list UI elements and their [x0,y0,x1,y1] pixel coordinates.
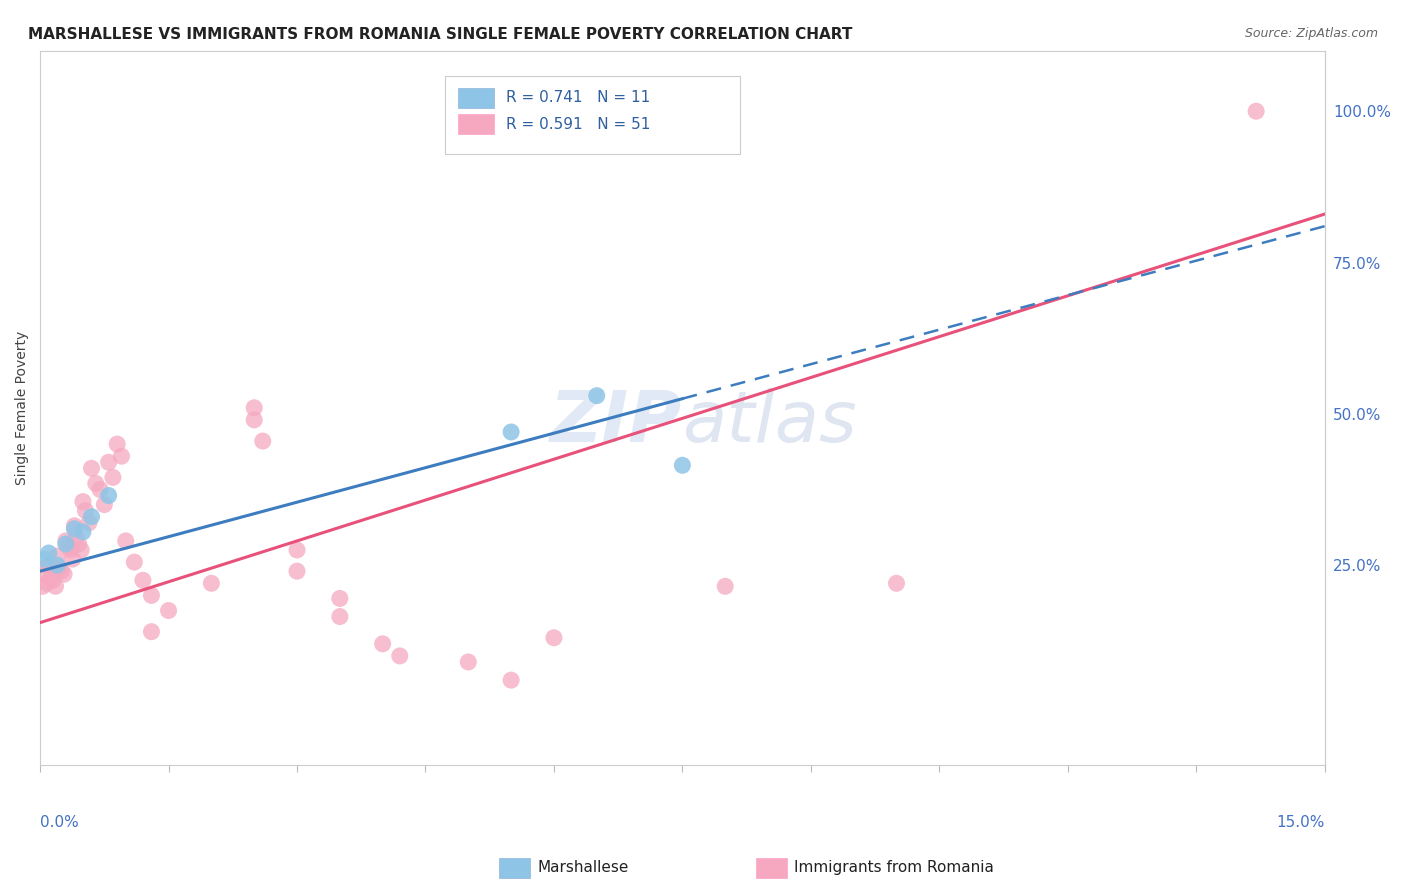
Text: R = 0.741   N = 11: R = 0.741 N = 11 [506,89,651,104]
Point [97,455,120,469]
Point [97,489,120,503]
Point [105,437,128,451]
Point [62,552,84,566]
Point [501,673,523,687]
Point [1244,104,1267,119]
Point [285,564,308,578]
Point [48,561,70,575]
Point [34,567,56,582]
Point [44,579,66,593]
Point [84,476,107,491]
Point [51,564,73,578]
Point [93,498,115,512]
Point [114,533,136,548]
Text: Immigrants from Romania: Immigrants from Romania [794,861,994,875]
Point [243,401,266,415]
Point [53,567,76,582]
Point [34,552,56,566]
Point [501,425,523,439]
Point [252,434,274,448]
Point [371,637,394,651]
Point [132,574,155,588]
Point [59,543,82,558]
Point [243,413,266,427]
Text: 0.0%: 0.0% [41,815,79,830]
Point [58,540,80,554]
Point [457,655,479,669]
Text: ZIP: ZIP [550,387,682,457]
Point [35,576,58,591]
Point [63,518,86,533]
Text: R = 0.591   N = 51: R = 0.591 N = 51 [506,117,651,132]
FancyBboxPatch shape [444,76,740,154]
Point [80,509,103,524]
FancyBboxPatch shape [457,87,494,108]
Text: Marshallese: Marshallese [537,861,628,875]
Point [329,609,352,624]
Point [77,516,100,530]
Point [141,624,163,639]
Point [671,458,693,473]
Point [42,574,65,588]
Point [38,546,60,560]
Text: 15.0%: 15.0% [1277,815,1324,830]
Point [72,494,94,508]
Text: atlas: atlas [682,387,858,457]
Point [285,543,308,558]
Point [89,483,111,497]
Point [886,576,908,591]
Point [157,603,180,617]
Point [110,449,132,463]
Point [101,470,124,484]
Point [70,543,93,558]
Point [200,576,222,591]
Point [585,389,607,403]
Point [31,579,53,593]
Point [55,533,77,548]
Point [80,461,103,475]
Point [329,591,352,606]
Point [124,555,146,569]
Y-axis label: Single Female Poverty: Single Female Poverty [15,331,30,485]
Point [75,503,97,517]
Point [141,588,163,602]
Point [65,531,87,545]
FancyBboxPatch shape [457,114,494,134]
Point [46,549,69,563]
Point [714,579,737,593]
Point [72,524,94,539]
Point [67,537,90,551]
Point [39,570,62,584]
Point [46,558,69,573]
Text: MARSHALLESE VS IMMIGRANTS FROM ROMANIA SINGLE FEMALE POVERTY CORRELATION CHART: MARSHALLESE VS IMMIGRANTS FROM ROMANIA S… [28,27,852,42]
Point [55,537,77,551]
Point [388,648,411,663]
Text: Source: ZipAtlas.com: Source: ZipAtlas.com [1244,27,1378,40]
Point [38,558,60,573]
Point [63,522,86,536]
Point [543,631,565,645]
